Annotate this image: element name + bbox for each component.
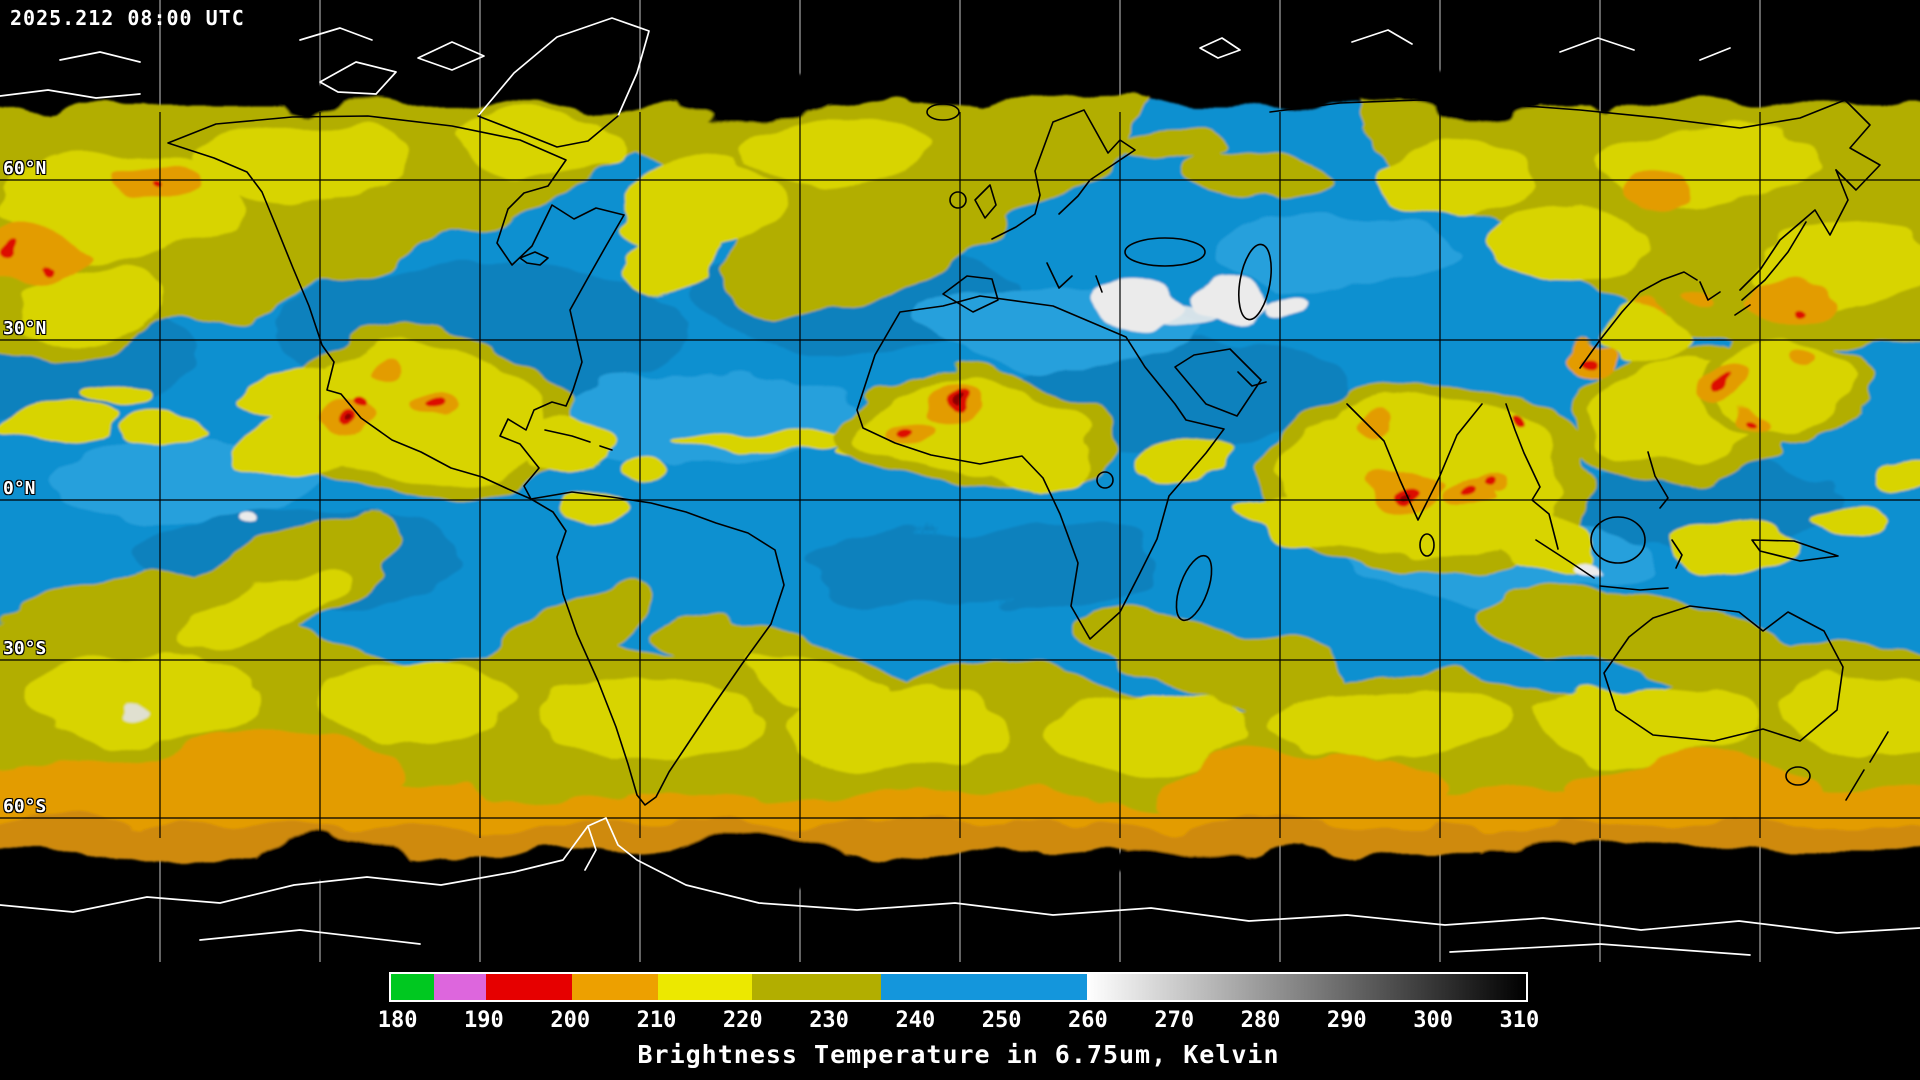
colorbar-segment bbox=[391, 974, 434, 1000]
colorbar-tick-label: 300 bbox=[1413, 1008, 1453, 1033]
colorbar-tick-label: 190 bbox=[464, 1008, 504, 1033]
colorbar-segment bbox=[1087, 974, 1526, 1000]
colorbar-segment bbox=[433, 974, 486, 1000]
colorbar-ticks: 180 190 200 210 220 230 240 250 260 270 280 290 300 3… bbox=[378, 1008, 1539, 1036]
tropical-convection bbox=[5, 313, 1920, 580]
lat-label-30n: 30°N bbox=[3, 318, 47, 339]
white-cloud-patches bbox=[229, 275, 1610, 581]
timestamp: 2025.212 08:00 UTC bbox=[10, 6, 245, 30]
colorbar-segment bbox=[657, 974, 753, 1000]
colorbar: 180 190 200 210 220 230 240 250 260 270 280 290 300 3… bbox=[378, 972, 1539, 1069]
colorbar-tick-label: 260 bbox=[1068, 1008, 1108, 1033]
colorbar-bar bbox=[389, 972, 1528, 1002]
colorbar-segment bbox=[881, 974, 1088, 1000]
colorbar-tick-label: 310 bbox=[1499, 1008, 1540, 1033]
colorbar-tick-label: 210 bbox=[636, 1008, 677, 1033]
colorbar-segments bbox=[391, 974, 1526, 1000]
colorbar-tick-label: 200 bbox=[550, 1008, 591, 1033]
colorbar-tick-label: 180 bbox=[377, 1008, 418, 1033]
swath-notches bbox=[255, 68, 1590, 886]
world-map bbox=[0, 0, 1920, 962]
colorbar-tick-label: 280 bbox=[1240, 1008, 1281, 1033]
colorbar-segment bbox=[571, 974, 658, 1000]
colorbar-tick-label: 270 bbox=[1154, 1008, 1195, 1033]
lat-label-30s: 30°S bbox=[3, 638, 47, 659]
colorbar-segment bbox=[752, 974, 882, 1000]
colorbar-tick-label: 240 bbox=[895, 1008, 936, 1033]
colorbar-tick-label: 220 bbox=[722, 1008, 763, 1033]
colorbar-tick-label: 230 bbox=[809, 1008, 849, 1033]
lat-label-60s: 60°S bbox=[3, 796, 47, 817]
colorbar-segment bbox=[485, 974, 572, 1000]
lat-label-0n: 0°N bbox=[3, 478, 36, 499]
colorbar-title: Brightness Temperature in 6.75um, Kelvin bbox=[637, 1040, 1280, 1069]
lat-label-60n: 60°N bbox=[3, 158, 47, 179]
coastlines-white bbox=[0, 17, 1920, 956]
coastlines-black bbox=[167, 99, 1889, 806]
colorbar-tick-label: 290 bbox=[1326, 1008, 1367, 1033]
colorbar-tick-label: 250 bbox=[981, 1008, 1022, 1033]
